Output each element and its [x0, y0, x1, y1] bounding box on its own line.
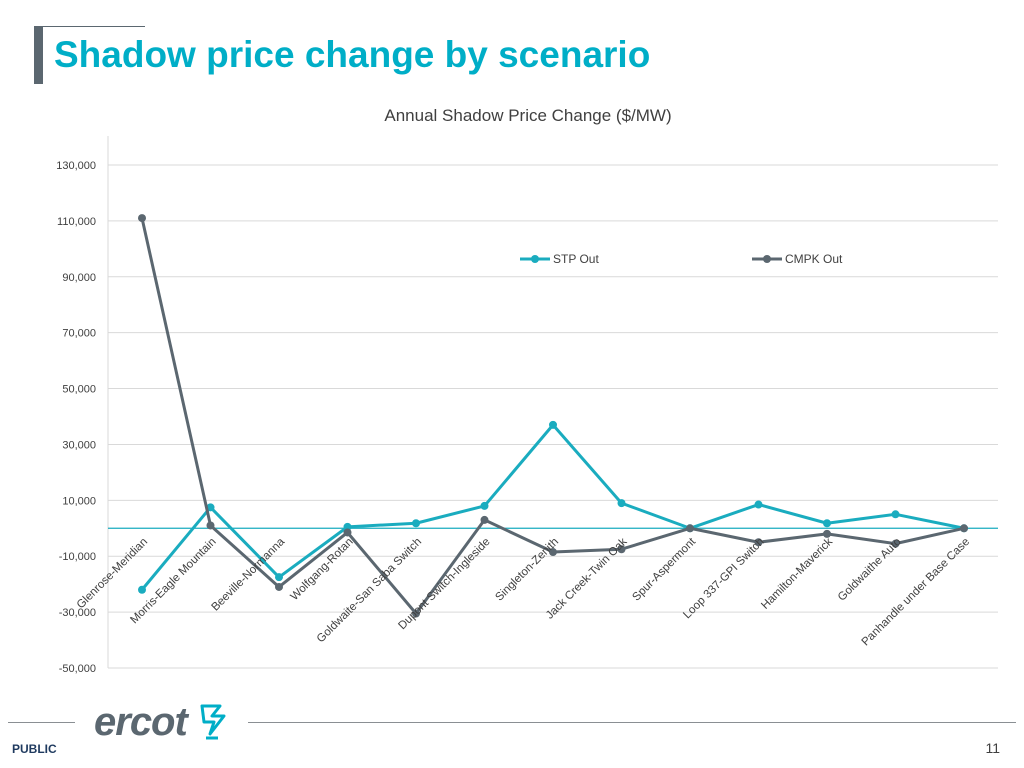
data-point: [412, 519, 420, 528]
data-point: [275, 573, 283, 582]
y-tick-label: 70,000: [62, 328, 96, 340]
y-tick-label: -10,000: [59, 551, 96, 563]
slide-title: Shadow price change by scenario: [54, 34, 651, 75]
x-tick-label: Goldwaithe Auto: [836, 536, 904, 604]
y-tick-label: 90,000: [62, 272, 96, 284]
data-point: [206, 521, 215, 530]
x-tick-label: Glenrose-Meridian: [75, 536, 150, 611]
data-point: [686, 524, 694, 533]
data-point: [343, 522, 352, 531]
y-tick-label: 30,000: [62, 439, 96, 451]
data-point: [823, 529, 831, 538]
data-point: [754, 538, 763, 547]
data-point: [480, 515, 489, 524]
chart-title: Annual Shadow Price Change ($/MW): [384, 106, 672, 125]
title-rule: [34, 26, 145, 27]
x-tick-label: Singleton-Zenith: [493, 536, 561, 604]
data-point: [617, 545, 626, 554]
ercot-logo: ercot: [94, 700, 234, 748]
data-point: [617, 499, 626, 508]
footer-divider-left: [8, 722, 75, 723]
data-point: [549, 420, 557, 429]
data-point: [549, 548, 557, 557]
data-point: [823, 519, 831, 528]
data-point: [138, 585, 146, 594]
data-point: [275, 582, 283, 591]
data-point: [891, 539, 900, 548]
title-accent-bar: [34, 26, 43, 84]
y-tick-label: -30,000: [59, 607, 96, 619]
x-tick-label: Panhandle under Base Case: [860, 536, 972, 648]
data-point: [343, 528, 352, 537]
x-tick-label: Spur-Aspermont: [630, 535, 698, 603]
line-chart: 130,000 110,000 90,000 70,000 50,000 30,000 10…: [56, 136, 998, 675]
public-label: PUBLIC: [12, 742, 57, 756]
data-point: [754, 500, 763, 509]
logo-wordmark: ercot: [94, 700, 188, 744]
legend-swatch-marker: [531, 255, 539, 263]
y-tick-label: 130,000: [56, 160, 96, 172]
page-number: 11: [985, 740, 1000, 756]
x-tick-label: Hamilton-Maverick: [759, 536, 835, 612]
y-tick-label: 50,000: [62, 384, 96, 396]
footer-divider-right: [248, 722, 1016, 723]
data-point: [960, 524, 968, 533]
data-point: [206, 503, 215, 512]
data-point: [138, 214, 146, 223]
data-point: [480, 501, 489, 510]
data-point: [891, 510, 900, 519]
legend-label: STP Out: [553, 252, 599, 266]
y-tick-label: 10,000: [62, 495, 96, 507]
x-tick-label: Loop 337-GPI Switch: [681, 536, 766, 621]
ercot-mark-icon: [200, 704, 226, 740]
legend-label: CMPK Out: [785, 252, 843, 266]
legend-swatch-marker: [763, 255, 771, 263]
y-tick-label: 110,000: [57, 216, 96, 228]
y-tick-label: -50,000: [59, 663, 96, 675]
data-point: [412, 609, 420, 618]
